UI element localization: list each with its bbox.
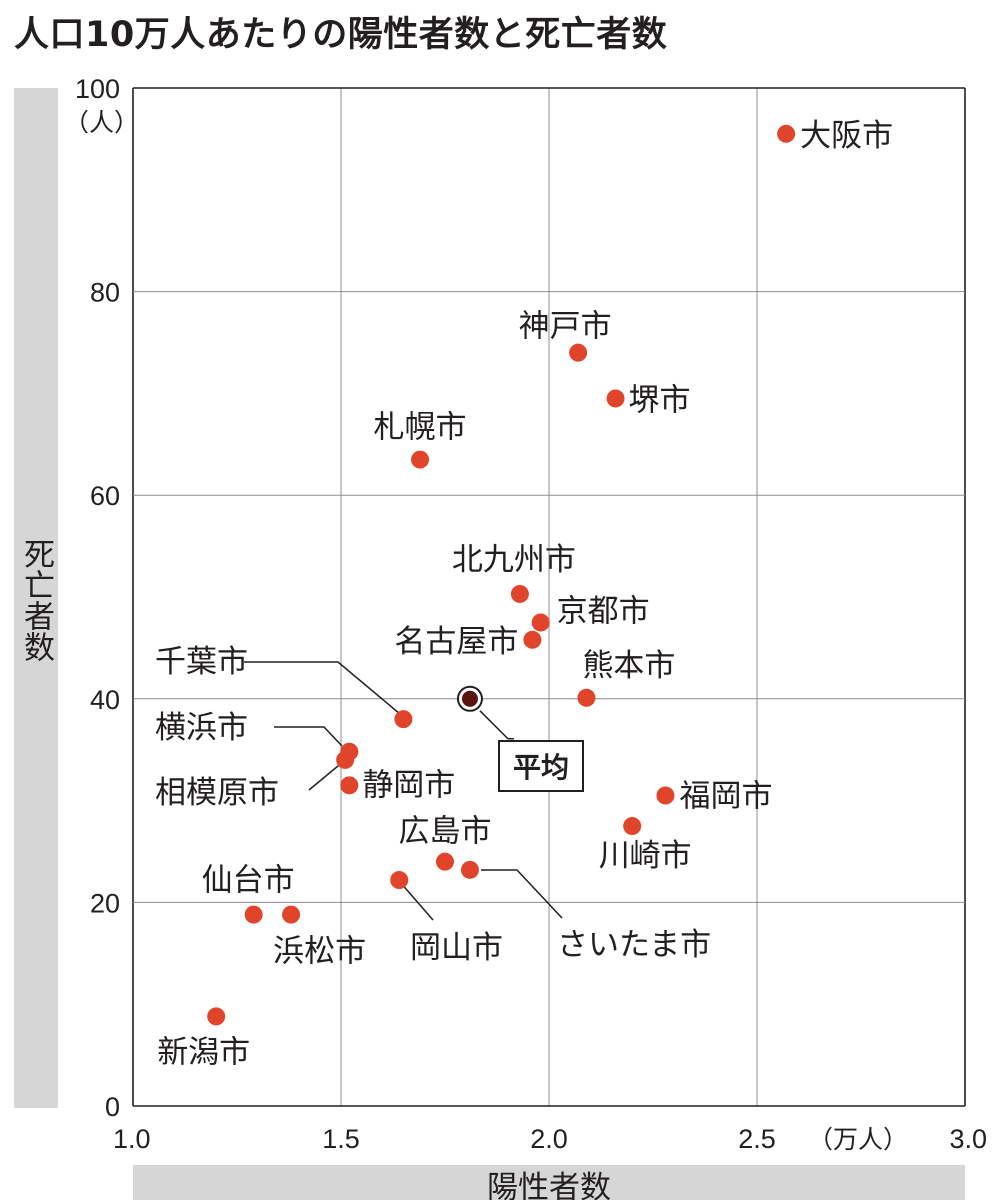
point-marker (777, 124, 796, 143)
point-label: 浜松市 (273, 934, 366, 970)
point-label: 神戸市 (519, 309, 612, 345)
point-marker (282, 905, 301, 924)
point-label: 静岡市 (362, 767, 455, 803)
point-label: 横浜市 (155, 710, 248, 746)
grid (132, 87, 966, 1107)
point-label: 名古屋市 (394, 624, 518, 660)
x-tick-label: 3.0 (949, 1124, 987, 1154)
point-marker (394, 710, 413, 729)
x-tick-label: 2.5 (738, 1124, 776, 1154)
point-label: 新潟市 (157, 1034, 250, 1070)
point-marker (569, 343, 588, 362)
point-marker (656, 786, 675, 805)
y-axis-title-band (14, 88, 58, 1108)
data-points (207, 124, 796, 1026)
point-marker (390, 871, 409, 890)
y-tick-label: 100 (75, 74, 120, 104)
point-marker (523, 630, 542, 649)
x-tick-label: 1.0 (113, 1124, 151, 1154)
point-marker (623, 817, 642, 836)
point-marker (606, 389, 625, 408)
leader-line (244, 661, 401, 715)
point-label: 相模原市 (155, 775, 279, 811)
leader-line (274, 726, 343, 747)
point-marker (207, 1007, 226, 1026)
x-axis-title-band (133, 1165, 965, 1200)
y-tick-label: 0 (105, 1092, 120, 1122)
y-unit-label: （人） (64, 108, 139, 137)
x-tick-label: 2.0 (530, 1124, 568, 1154)
x-unit-label: （万人） (808, 1125, 908, 1154)
point-label: 京都市 (557, 593, 650, 629)
point-marker (336, 750, 355, 769)
y-tick-label: 40 (90, 685, 120, 715)
average-label: 平均 (513, 751, 569, 784)
leader-line (399, 881, 434, 921)
y-axis-title: 死亡者数 (18, 538, 55, 662)
y-tick-label: 60 (90, 481, 120, 511)
average-label-box (498, 740, 584, 792)
point-marker (531, 613, 550, 632)
point-marker (411, 450, 430, 469)
average-marker (461, 690, 478, 707)
chart-title: 人口10万人あたりの陽性者数と死亡者数 (14, 15, 668, 55)
point-marker (577, 688, 596, 707)
point-label: 千葉市 (155, 644, 248, 680)
point-label: 岡山市 (410, 930, 503, 966)
point-label: 札幌市 (374, 410, 467, 446)
x-axis-title: 陽性者数 (487, 1170, 611, 1200)
x-tick-label: 1.5 (322, 1124, 360, 1154)
point-label: 北九州市 (452, 542, 576, 578)
point-label: 熊本市 (582, 648, 675, 684)
point-label: 広島市 (399, 814, 492, 850)
y-tick-label: 80 (90, 278, 120, 308)
tick-labels: 1.0 1.5 2.0 2.5 3.0 0 20 40 60 80 100 (75, 74, 987, 1154)
point-label: 川崎市 (599, 838, 692, 874)
leader-line (479, 710, 514, 740)
point-marker (340, 776, 359, 795)
point-label: さいたま市 (557, 927, 711, 963)
point-marker (436, 852, 454, 871)
point-marker (510, 584, 529, 603)
leader-line (308, 760, 345, 791)
point-label: 大阪市 (800, 118, 893, 154)
leader-line (481, 869, 563, 919)
point-label: 仙台市 (202, 863, 295, 899)
point-label: 福岡市 (679, 779, 772, 815)
point-marker (244, 905, 263, 924)
point-label: 堺市 (629, 382, 691, 418)
point-marker (460, 860, 479, 879)
y-tick-label: 20 (90, 888, 120, 918)
leader-lines (244, 661, 563, 921)
